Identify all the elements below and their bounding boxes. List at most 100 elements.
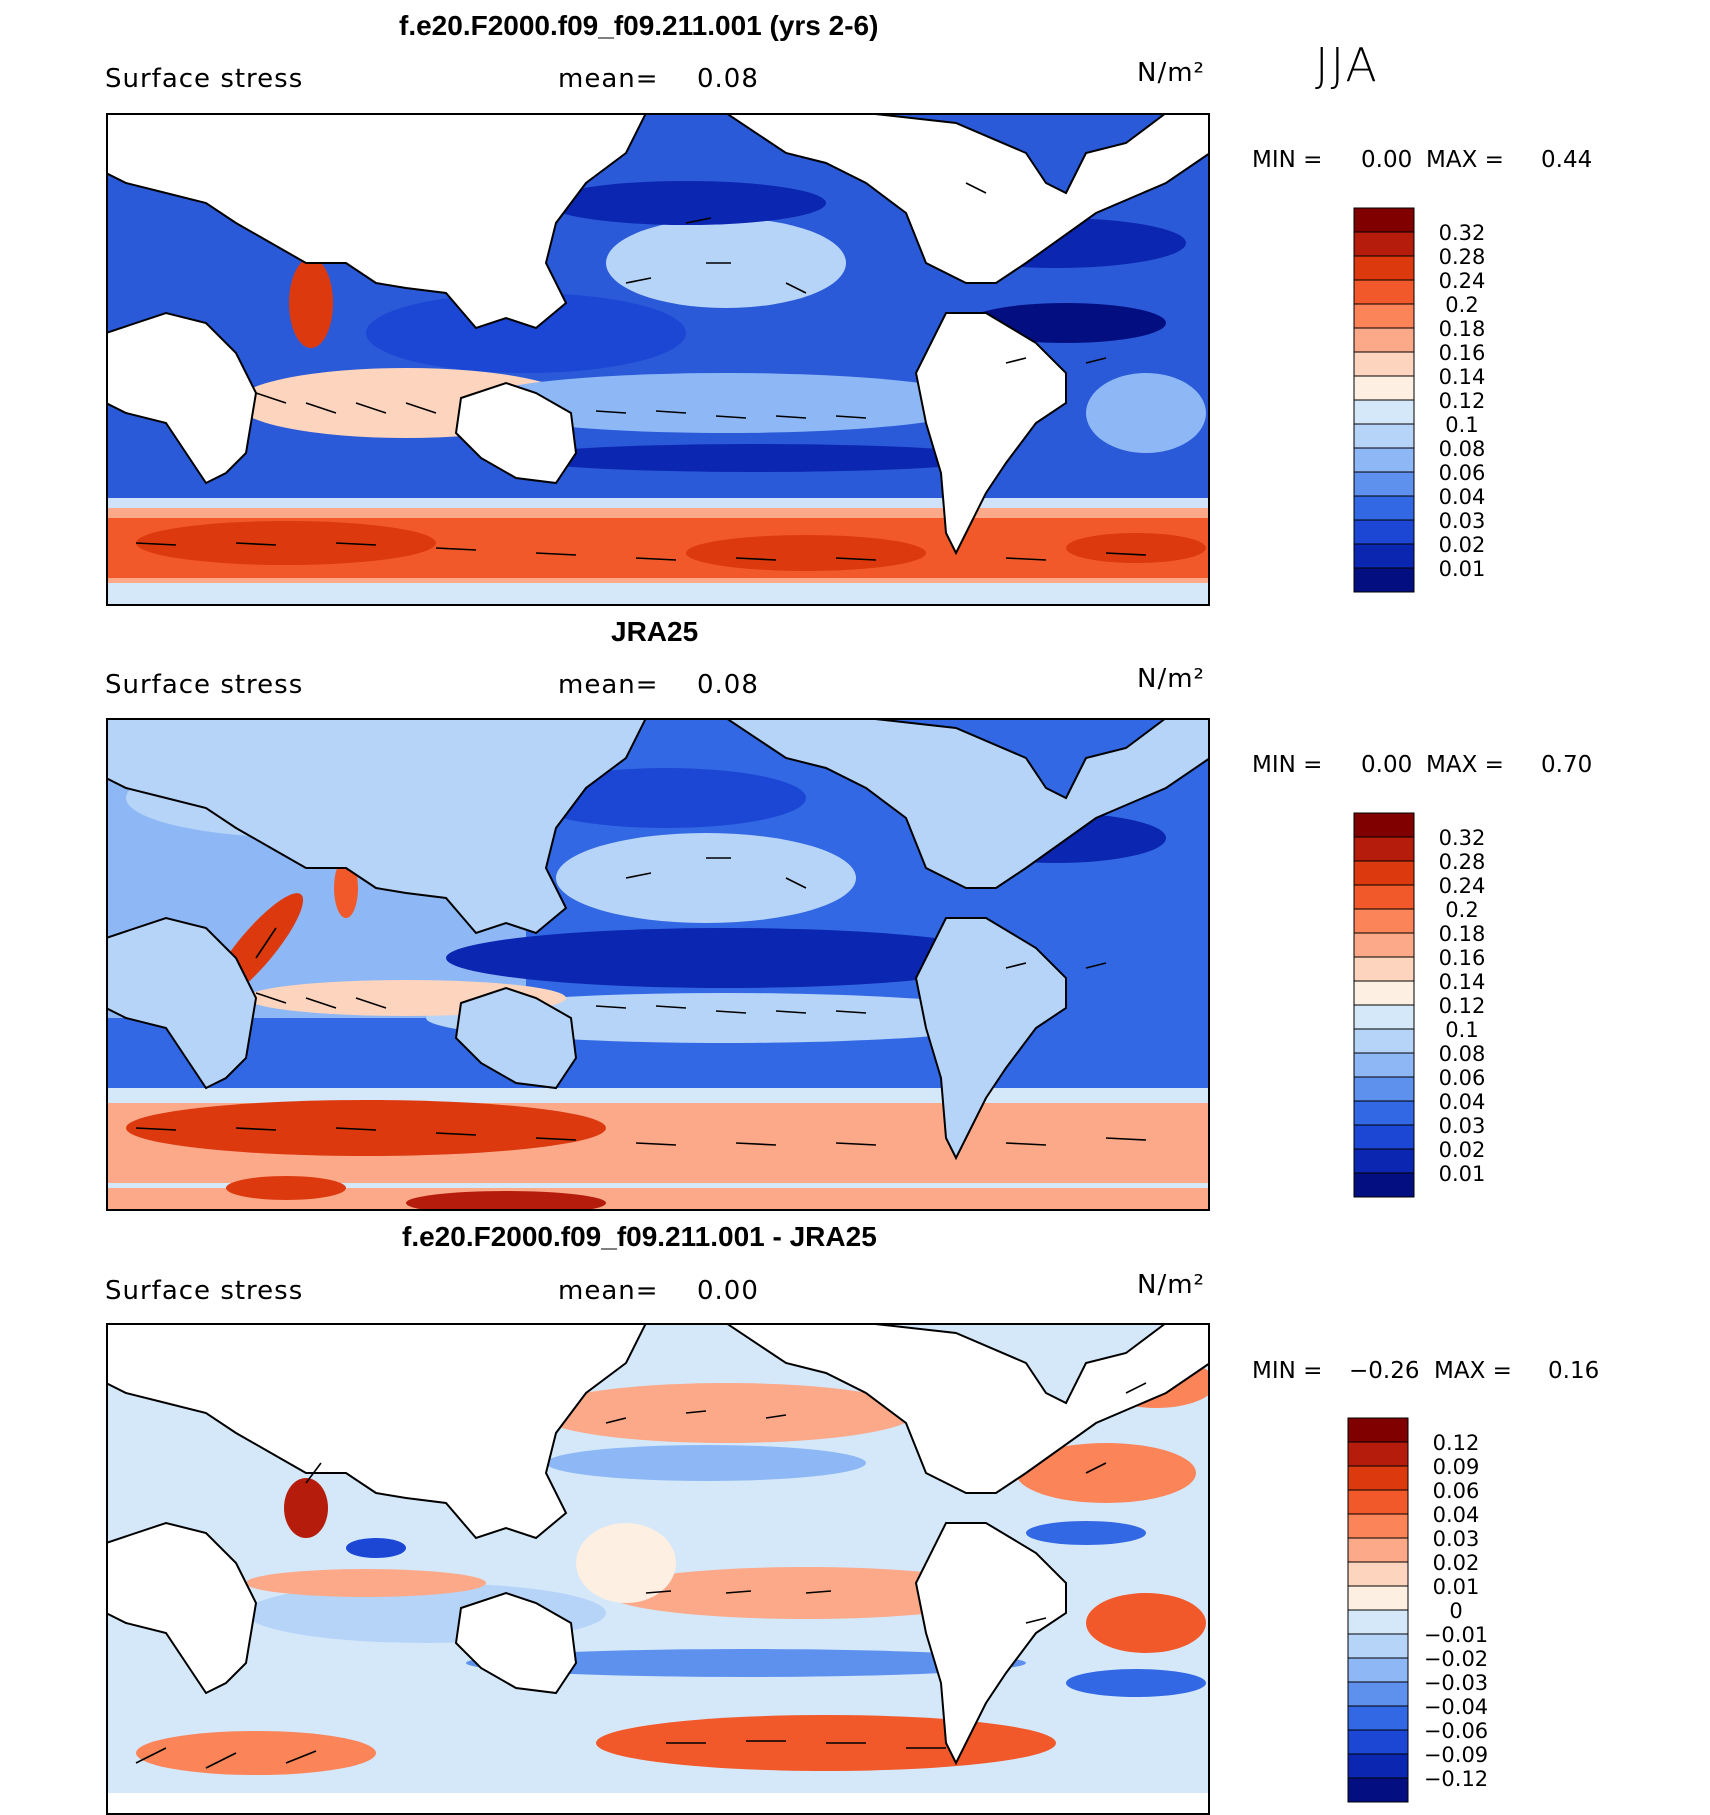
colorbar-label: 0.04	[1433, 1503, 1480, 1527]
panel-3-mean-label: mean=	[558, 1276, 659, 1306]
colorbar-label: −0.01	[1424, 1623, 1488, 1647]
colorbar-swatch	[1353, 1148, 1415, 1174]
colorbar-swatch	[1353, 567, 1415, 593]
colorbar-label: 0.02	[1439, 533, 1486, 557]
colorbar-swatch	[1347, 1417, 1409, 1443]
panel-1-map	[106, 113, 1210, 606]
colorbar-label: 0.2	[1445, 898, 1478, 922]
colorbar-label: 0.1	[1445, 413, 1478, 437]
panel-3-field	[106, 1358, 1210, 1815]
panel-2-land	[106, 718, 1210, 1161]
colorbar-swatch	[1353, 956, 1415, 982]
colorbar-swatch	[1347, 1657, 1409, 1683]
colorbar-swatch	[1353, 884, 1415, 910]
panel-1-land	[106, 113, 1210, 556]
colorbar-swatch	[1353, 231, 1415, 257]
colorbar-label: 0.14	[1439, 970, 1486, 994]
colorbar-swatch	[1347, 1585, 1409, 1611]
colorbar-swatch	[1347, 1705, 1409, 1731]
colorbar-swatch	[1347, 1729, 1409, 1755]
colorbar-label: 0.06	[1439, 1066, 1486, 1090]
panel-1-title: f.e20.F2000.f09_f09.211.001 (yrs 2-6)	[399, 10, 879, 41]
panel-2-units: N/m²	[1137, 664, 1205, 694]
panel-2-mean-label: mean=	[558, 670, 659, 700]
colorbar-label: −0.03	[1424, 1671, 1488, 1695]
colorbar-label: 0.06	[1433, 1479, 1480, 1503]
colorbar-swatch	[1353, 543, 1415, 569]
panel-1-max-label: MAX =	[1426, 147, 1504, 173]
colorbar-label: −0.04	[1424, 1695, 1488, 1719]
panel-1-units: N/m²	[1137, 58, 1205, 88]
colorbar-label: 0.16	[1439, 946, 1486, 970]
panel-1-max-value: 0.44	[1541, 147, 1593, 173]
colorbar-label: −0.02	[1424, 1647, 1488, 1671]
season-label: JJA	[1315, 38, 1379, 92]
panel-2-max-value: 0.70	[1541, 752, 1593, 778]
colorbar-label: −0.09	[1424, 1743, 1488, 1767]
colorbar-label: 0.03	[1439, 1114, 1486, 1138]
colorbar-swatch	[1347, 1777, 1409, 1803]
panel-2-colorbar: 0.320.280.240.20.180.160.140.120.10.080.…	[1353, 812, 1486, 1198]
colorbar-swatch	[1353, 327, 1415, 353]
colorbar-swatch	[1353, 519, 1415, 545]
panel-1-mean-label: mean=	[558, 64, 659, 94]
colorbar-swatch	[1353, 860, 1415, 886]
colorbar-swatch	[1353, 255, 1415, 281]
colorbar-label: 0.01	[1439, 1162, 1486, 1186]
colorbar-swatch	[1353, 1028, 1415, 1054]
colorbar-swatch	[1353, 399, 1415, 425]
colorbar-swatch	[1353, 908, 1415, 934]
colorbar-swatch	[1353, 207, 1415, 233]
panel-1-field	[106, 181, 1210, 606]
colorbar-label: 0.04	[1439, 485, 1486, 509]
colorbar-swatch	[1347, 1465, 1409, 1491]
panel-2-title: JRA25	[611, 616, 699, 647]
panel-1-vectors	[135, 182, 1147, 561]
panel-3-min-label: MIN =	[1252, 1358, 1323, 1384]
colorbar-swatch	[1353, 1124, 1415, 1150]
colorbar-label: 0.12	[1439, 389, 1486, 413]
colorbar-label: 0.06	[1439, 461, 1486, 485]
colorbar-swatch	[1353, 812, 1415, 838]
colorbar-label: 0.03	[1433, 1527, 1480, 1551]
colorbar-swatch	[1347, 1681, 1409, 1707]
panel-3-land	[106, 1323, 1210, 1766]
colorbar-swatch	[1347, 1441, 1409, 1467]
panel-3-colorbar: 0.120.090.060.040.030.020.010−0.01−0.02−…	[1347, 1417, 1488, 1803]
colorbar-swatch	[1347, 1513, 1409, 1539]
colorbar-label: 0.18	[1439, 317, 1486, 341]
colorbar-label: 0.12	[1439, 994, 1486, 1018]
colorbar-swatch	[1347, 1633, 1409, 1659]
panel-3-title: f.e20.F2000.f09_f09.211.001 - JRA25	[402, 1221, 877, 1252]
panel-2-mean-value: 0.08	[697, 670, 759, 700]
colorbar-label: 0.1	[1445, 1018, 1478, 1042]
panel-2-min-value: 0.00	[1361, 752, 1413, 778]
panel-2-min-label: MIN =	[1252, 752, 1323, 778]
colorbar-swatch	[1353, 423, 1415, 449]
colorbar-label: 0.28	[1439, 245, 1486, 269]
colorbar-label: −0.12	[1424, 1767, 1488, 1791]
colorbar-swatch	[1347, 1753, 1409, 1779]
panel-1-min-label: MIN =	[1252, 147, 1323, 173]
panel-3-vectors	[135, 1382, 1147, 1769]
colorbar-swatch	[1353, 1100, 1415, 1126]
colorbar-swatch	[1353, 495, 1415, 521]
panel-2-max-label: MAX =	[1426, 752, 1504, 778]
panel-1-mean-value: 0.08	[697, 64, 759, 94]
panel-3-units: N/m²	[1137, 1270, 1205, 1300]
colorbar-swatch	[1353, 1004, 1415, 1030]
panel-2-variable: Surface stress	[105, 670, 304, 700]
colorbar-label: 0.16	[1439, 341, 1486, 365]
colorbar-swatch	[1353, 1052, 1415, 1078]
colorbar-label: 0.18	[1439, 922, 1486, 946]
panel-3-variable: Surface stress	[105, 1276, 304, 1306]
panel-1-min-value: 0.00	[1361, 147, 1413, 173]
colorbar-label: 0	[1449, 1599, 1462, 1623]
panel-3-map	[106, 1323, 1210, 1815]
colorbar-label: 0.01	[1439, 557, 1486, 581]
colorbar-swatch	[1353, 375, 1415, 401]
colorbar-swatch	[1347, 1609, 1409, 1635]
panel-2-map	[106, 718, 1210, 1211]
colorbar-swatch	[1347, 1561, 1409, 1587]
colorbar-swatch	[1353, 1076, 1415, 1102]
